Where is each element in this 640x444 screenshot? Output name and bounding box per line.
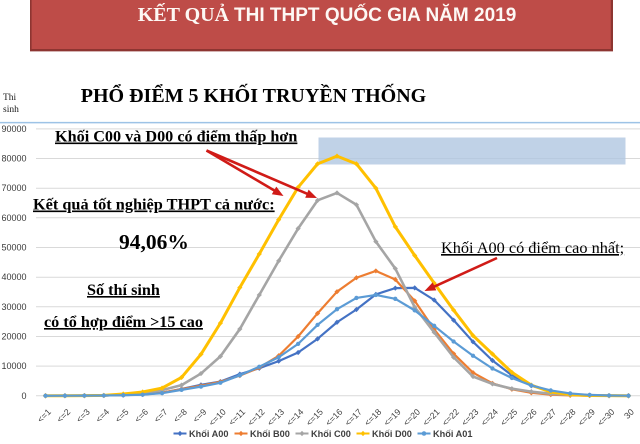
svg-text:Khối A00: Khối A00	[189, 429, 228, 439]
svg-text:90000: 90000	[1, 124, 26, 134]
svg-text:60000: 60000	[1, 213, 26, 223]
svg-text:Khối A00 có điểm cao nhất;: Khối A00 có điểm cao nhất;	[441, 238, 624, 257]
svg-text:0: 0	[21, 391, 26, 401]
svg-text:10000: 10000	[1, 361, 26, 371]
svg-text:30000: 30000	[1, 302, 26, 312]
svg-text:Số thí sinh: Số thí sinh	[87, 281, 160, 299]
svg-text:Khối A01: Khối A01	[433, 429, 472, 439]
svg-text:Khối C00 và D00 có điểm thấp h: Khối C00 và D00 có điểm thấp hơn	[55, 128, 297, 146]
svg-text:Khối D00: Khối D00	[372, 429, 412, 439]
svg-text:sinh: sinh	[3, 105, 19, 115]
svg-text:Khối B00: Khối B00	[250, 429, 290, 439]
svg-text:Khối C00: Khối C00	[311, 429, 351, 439]
svg-text:50000: 50000	[1, 243, 26, 253]
svg-text:80000: 80000	[1, 154, 26, 164]
svg-text:70000: 70000	[1, 183, 26, 193]
svg-text:20000: 20000	[1, 332, 26, 342]
svg-text:94,06%: 94,06%	[119, 230, 189, 254]
svg-text:40000: 40000	[1, 272, 26, 282]
svg-text:Kết quả tốt nghiệp THPT cả nướ: Kết quả tốt nghiệp THPT cả nước:	[33, 195, 275, 214]
svg-text:PHỔ ĐIỂM 5 KHỐI TRUYỀN THỐNG: PHỔ ĐIỂM 5 KHỐI TRUYỀN THỐNG	[81, 83, 427, 107]
svg-text:Thi: Thi	[3, 93, 17, 103]
svg-text:có tổ hợp điểm >15 cao: có tổ hợp điểm >15 cao	[44, 313, 203, 331]
svg-text:KẾT QUẢ THI THPT QUỐC GIA NĂM: KẾT QUẢ THI THPT QUỐC GIA NĂM 2019	[138, 2, 517, 26]
